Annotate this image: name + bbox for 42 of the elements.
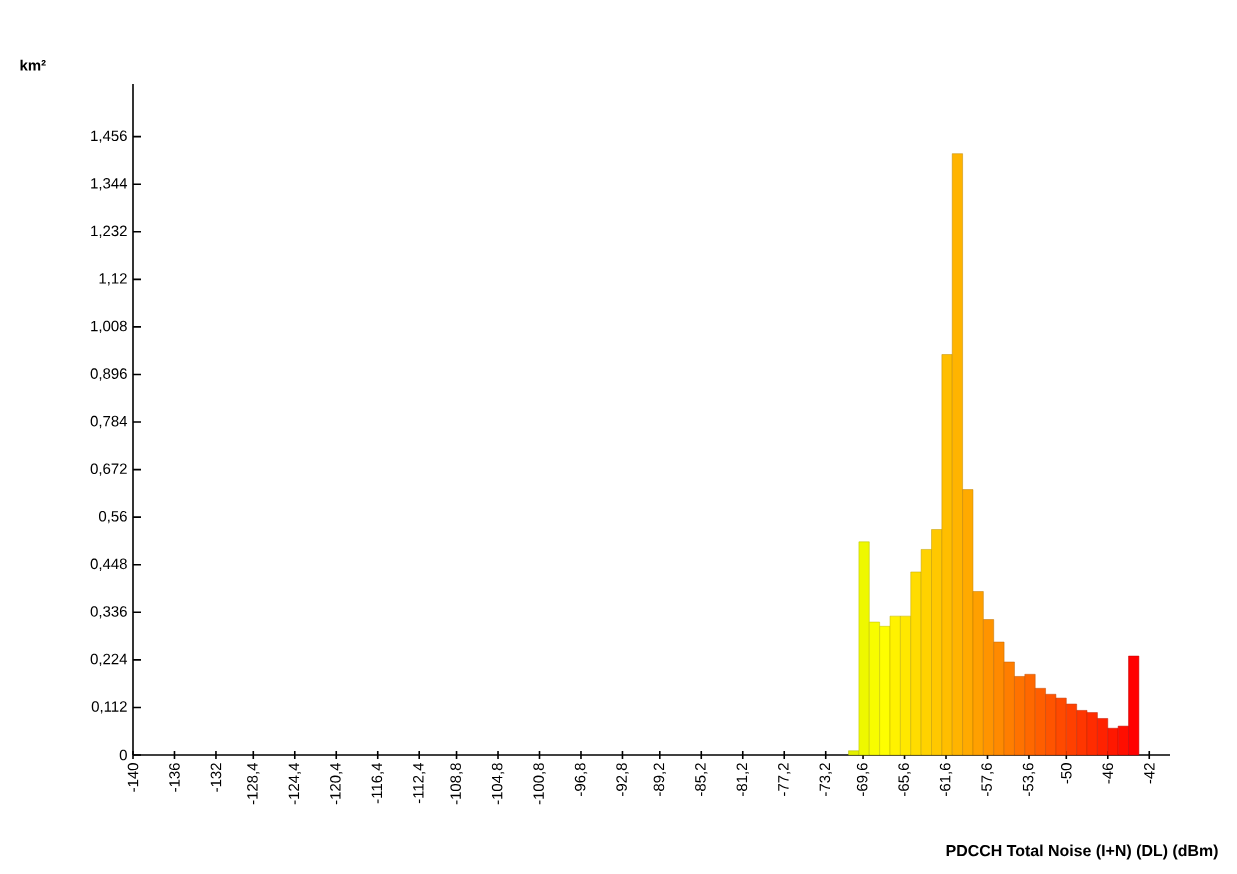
x-axis-title: PDCCH Total Noise (I+N) (DL) (dBm) xyxy=(946,844,1218,860)
x-tick-label: -128,4 xyxy=(247,762,260,805)
x-tick-label: -120,4 xyxy=(330,762,343,805)
x-tick-label: -116,4 xyxy=(371,762,384,804)
x-tick-label: -104,8 xyxy=(491,763,505,805)
x-tick-label: -112,4 xyxy=(413,762,426,804)
x-tick-label: -96,8 xyxy=(574,763,588,796)
x-tick-label: -92,8 xyxy=(616,763,629,796)
y-tick-label: 0,784 xyxy=(90,415,128,429)
y-tick-label: 0,224 xyxy=(90,653,128,667)
x-tick-label: -132 xyxy=(210,763,222,792)
y-tick-label: 0,896 xyxy=(90,368,127,381)
x-tick-label: -77,2 xyxy=(778,763,791,796)
y-axis-title: km² xyxy=(20,59,46,71)
y-tick-label: 1,008 xyxy=(91,320,127,334)
x-tick-label: -53,6 xyxy=(1022,763,1036,796)
x-tick-label: -89,2 xyxy=(653,763,666,796)
y-tick-label: 1,12 xyxy=(99,273,127,286)
y-tick-label: 0,56 xyxy=(98,511,127,524)
x-tick-label: -124,4 xyxy=(288,762,301,805)
y-tick-label: 0,448 xyxy=(90,558,127,571)
x-tick-label: -81,2 xyxy=(736,763,749,796)
x-tick-label: -140 xyxy=(127,763,139,792)
x-tick-label: -65,6 xyxy=(898,763,911,796)
x-tick-label: -57,6 xyxy=(981,763,994,796)
x-tick-label: -108,8 xyxy=(450,763,463,805)
x-tick-label: -73,2 xyxy=(819,763,832,796)
x-tick-label: -50 xyxy=(1061,763,1072,784)
x-tick-label: -85,2 xyxy=(695,763,708,796)
y-tick-label: 0,672 xyxy=(90,463,127,476)
x-tick-label: -69,6 xyxy=(856,763,870,796)
y-tick-label: 1,456 xyxy=(91,130,127,143)
y-tick-label: 0,336 xyxy=(90,606,127,619)
y-tick-label: 1,232 xyxy=(91,225,127,238)
y-tick-label: 0,112 xyxy=(91,701,127,714)
x-tick-label: -42 xyxy=(1144,763,1155,784)
y-tick-label: 0 xyxy=(119,749,127,761)
x-tick-label: -46 xyxy=(1102,763,1114,784)
y-tick-label: 1,344 xyxy=(91,178,128,191)
x-tick-label: -136 xyxy=(169,763,180,792)
x-tick-label: -61,6 xyxy=(939,763,953,796)
x-tick-label: -100,8 xyxy=(533,763,546,805)
